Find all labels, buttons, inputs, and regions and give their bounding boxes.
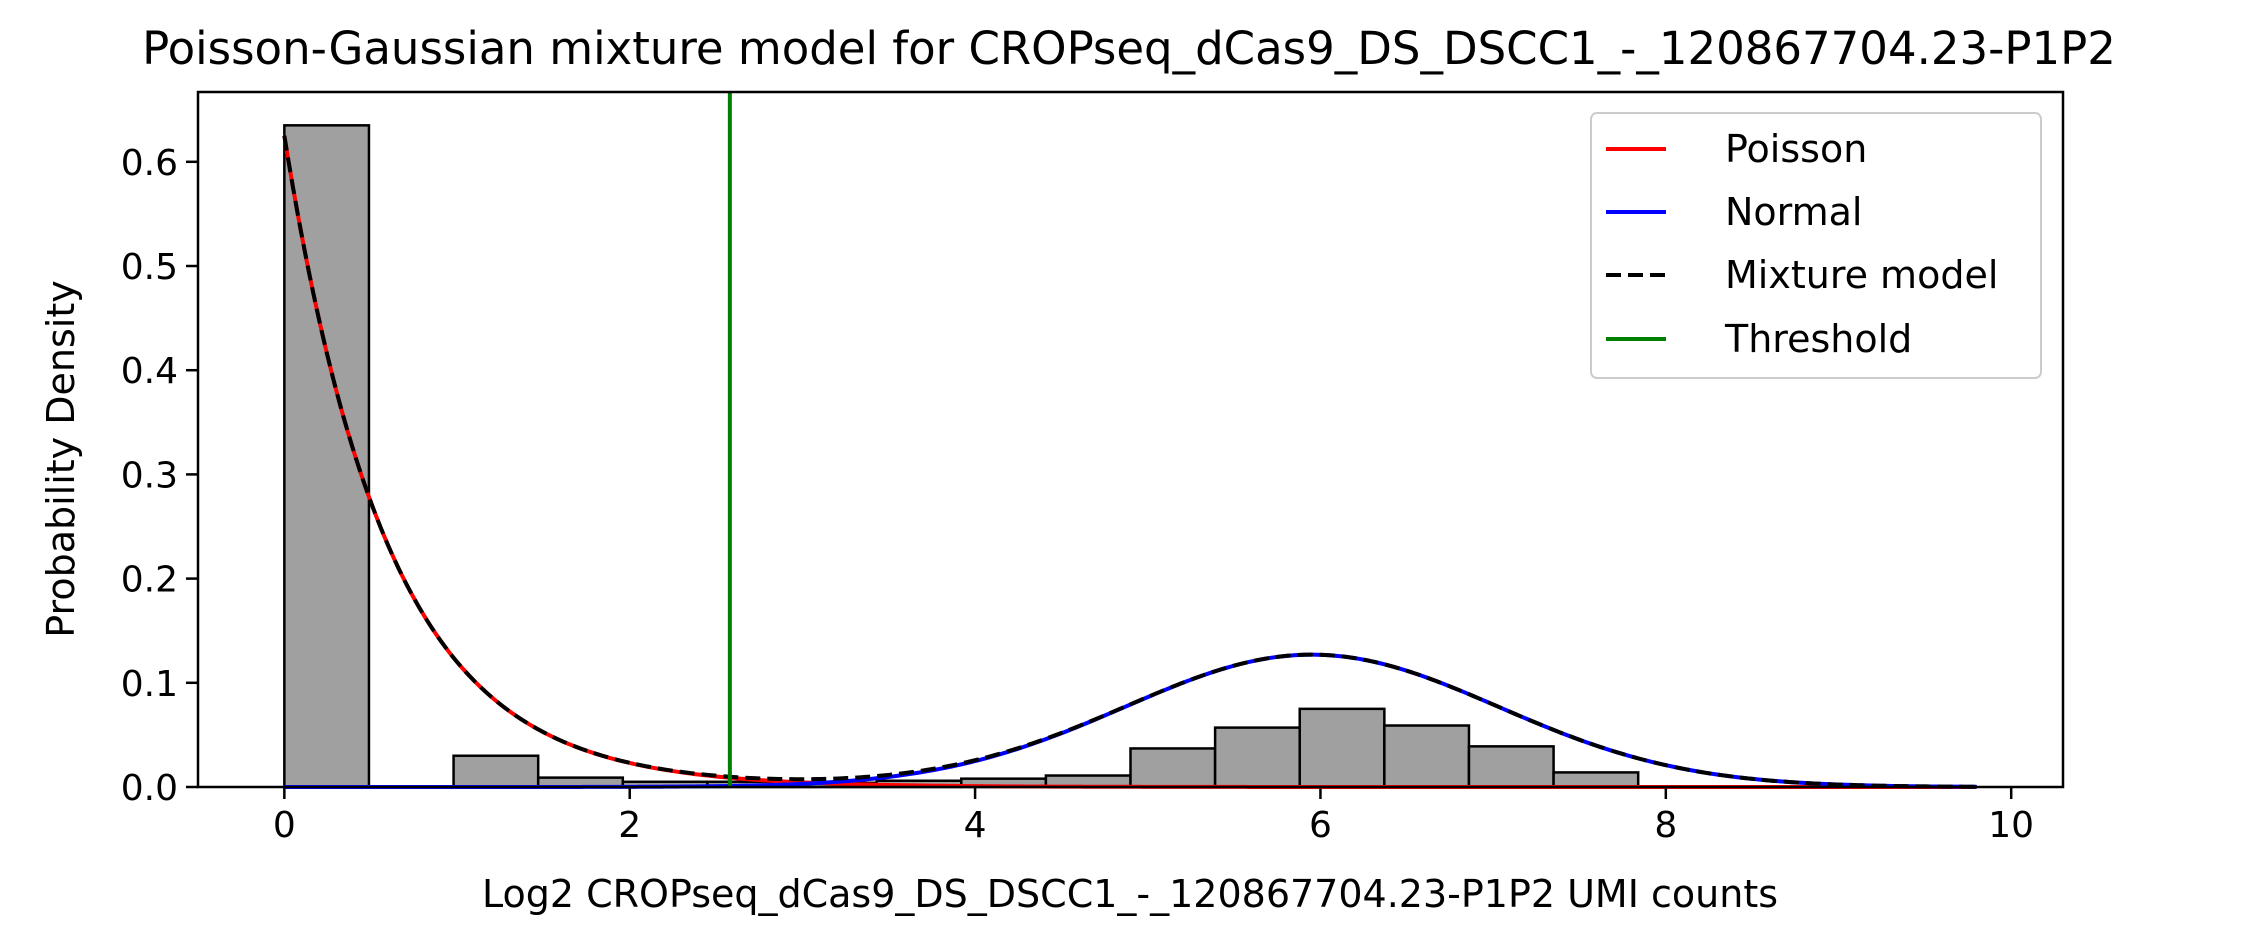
x-axis-ticks: 0 2 4 6 8 10 <box>273 787 2034 846</box>
y-tick-label-6: 0.6 <box>121 143 178 184</box>
x-tick-label-0: 0 <box>273 805 296 846</box>
chart-title: Poisson-Gaussian mixture model for CROPs… <box>142 22 2116 75</box>
y-tick-label-3: 0.3 <box>121 455 178 496</box>
x-tick-label-4: 8 <box>1654 805 1677 846</box>
histogram-bar-13 <box>1383 724 1471 789</box>
y-tick-label-4: 0.4 <box>121 351 178 392</box>
y-tick-label-2: 0.2 <box>121 560 178 601</box>
x-tick-label-2: 4 <box>964 805 987 846</box>
x-axis-label: Log2 CROPseq_dCas9_DS_DSCC1_-_120867704.… <box>482 872 1778 916</box>
x-tick-label-5: 10 <box>1988 805 2034 846</box>
legend-label-threshold: Threshold <box>1724 317 1912 361</box>
y-tick-label-5: 0.5 <box>121 247 178 288</box>
y-tick-label-1: 0.1 <box>121 664 178 705</box>
legend-box <box>1590 112 2042 379</box>
histogram-bar-12 <box>1298 707 1386 789</box>
legend-label-mixture: Mixture model <box>1725 253 1998 297</box>
y-tick-label-0: 0.0 <box>121 768 178 809</box>
x-tick-label-3: 6 <box>1309 805 1332 846</box>
x-tick-label-1: 2 <box>618 805 641 846</box>
legend: Poisson Normal Mixture model Threshold <box>1590 112 2042 379</box>
histogram-bar-15 <box>1552 771 1640 789</box>
mixture-model-curve <box>282 135 1977 789</box>
histogram-bar-14 <box>1467 745 1555 789</box>
histogram-bar-2 <box>452 754 540 789</box>
y-axis-label: Probability Density <box>39 280 83 637</box>
legend-label-poisson: Poisson <box>1725 127 1867 171</box>
plot-area <box>282 92 1977 789</box>
plot-frame <box>196 90 2065 789</box>
legend-label-normal: Normal <box>1725 190 1863 234</box>
y-axis-ticks: 0.0 0.1 0.2 0.3 0.4 0.5 0.6 <box>121 143 198 809</box>
histogram-bar-10 <box>1129 747 1217 789</box>
histogram-bar-11 <box>1213 726 1301 789</box>
